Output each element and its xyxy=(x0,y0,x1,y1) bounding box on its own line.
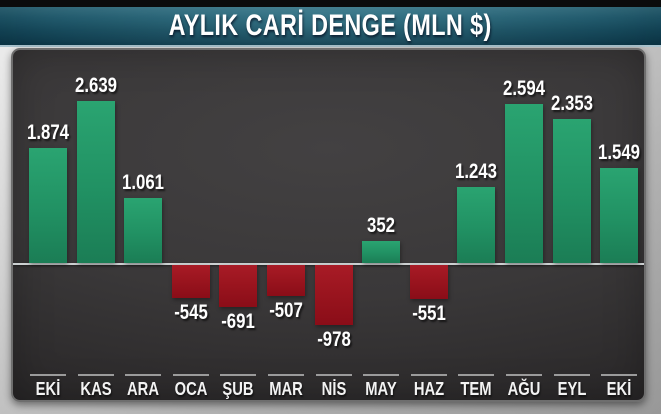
top-black-strip xyxy=(0,0,661,7)
month-label-ara: ARA xyxy=(127,379,159,399)
bar-oca xyxy=(172,265,210,298)
month-label-may: MAY xyxy=(365,379,397,399)
bar-eki̇ xyxy=(600,168,638,263)
month-tick xyxy=(506,374,542,376)
month-label-tem: TEM xyxy=(460,379,492,399)
month-tick xyxy=(125,374,161,376)
month-tick xyxy=(601,374,637,376)
bar-ni̇s xyxy=(315,265,353,325)
bar-value-label: 1.549 xyxy=(597,141,641,164)
month-label-ni̇s: NİS xyxy=(321,379,347,399)
bar-value-label: 352 xyxy=(366,214,396,237)
month-label-ağu: AĞU xyxy=(507,379,541,399)
month-label-eki̇: EKİ xyxy=(606,379,632,399)
month-label-oca: OCA xyxy=(174,379,208,399)
bar-value-label: -545 xyxy=(174,301,208,324)
bar-value-label: -551 xyxy=(412,302,446,325)
bar-eki̇ xyxy=(29,148,67,263)
month-label-kas: KAS xyxy=(80,379,112,399)
title-bar: AYLIK CARİ DENGE (MLN $) xyxy=(0,7,661,47)
bar-may xyxy=(362,241,400,263)
bar-mar xyxy=(267,265,305,296)
bar-value-label: 2.353 xyxy=(550,92,594,115)
bar-ağu xyxy=(505,104,543,263)
month-tick xyxy=(411,374,447,376)
bar-haz xyxy=(410,265,448,299)
bar-ara xyxy=(124,198,162,263)
chart-panel: 1.874 EKİ 2.639 KAS 1.061 ARA -545 OCA -691 ŞUB -5… xyxy=(11,48,646,402)
chart-title: AYLIK CARİ DENGE (MLN $) xyxy=(168,9,493,42)
month-tick xyxy=(220,374,256,376)
month-label-şub: ŞUB xyxy=(222,379,254,399)
month-label-haz: HAZ xyxy=(413,379,445,399)
bar-tem xyxy=(457,187,495,263)
bar-value-label: -507 xyxy=(269,299,303,322)
month-tick xyxy=(268,374,304,376)
bar-value-label: 2.639 xyxy=(74,74,118,97)
month-tick xyxy=(316,374,352,376)
month-tick xyxy=(173,374,209,376)
bar-value-label: 1.061 xyxy=(121,171,165,194)
bar-value-label: 1.243 xyxy=(454,160,498,183)
bar-şub xyxy=(219,265,257,307)
month-tick xyxy=(78,374,114,376)
month-label-mar: MAR xyxy=(269,379,303,399)
zero-axis-line xyxy=(13,263,644,265)
month-tick xyxy=(458,374,494,376)
month-tick xyxy=(30,374,66,376)
month-tick xyxy=(363,374,399,376)
bar-value-label: 2.594 xyxy=(502,77,546,100)
month-label-eyl: EYL xyxy=(557,379,587,399)
month-tick xyxy=(554,374,590,376)
bar-value-label: -691 xyxy=(221,310,255,333)
bar-value-label: -978 xyxy=(317,328,351,351)
bar-eyl xyxy=(553,119,591,263)
bar-kas xyxy=(77,101,115,263)
bar-value-label: 1.874 xyxy=(26,121,70,144)
month-label-eki̇: EKİ xyxy=(35,379,61,399)
